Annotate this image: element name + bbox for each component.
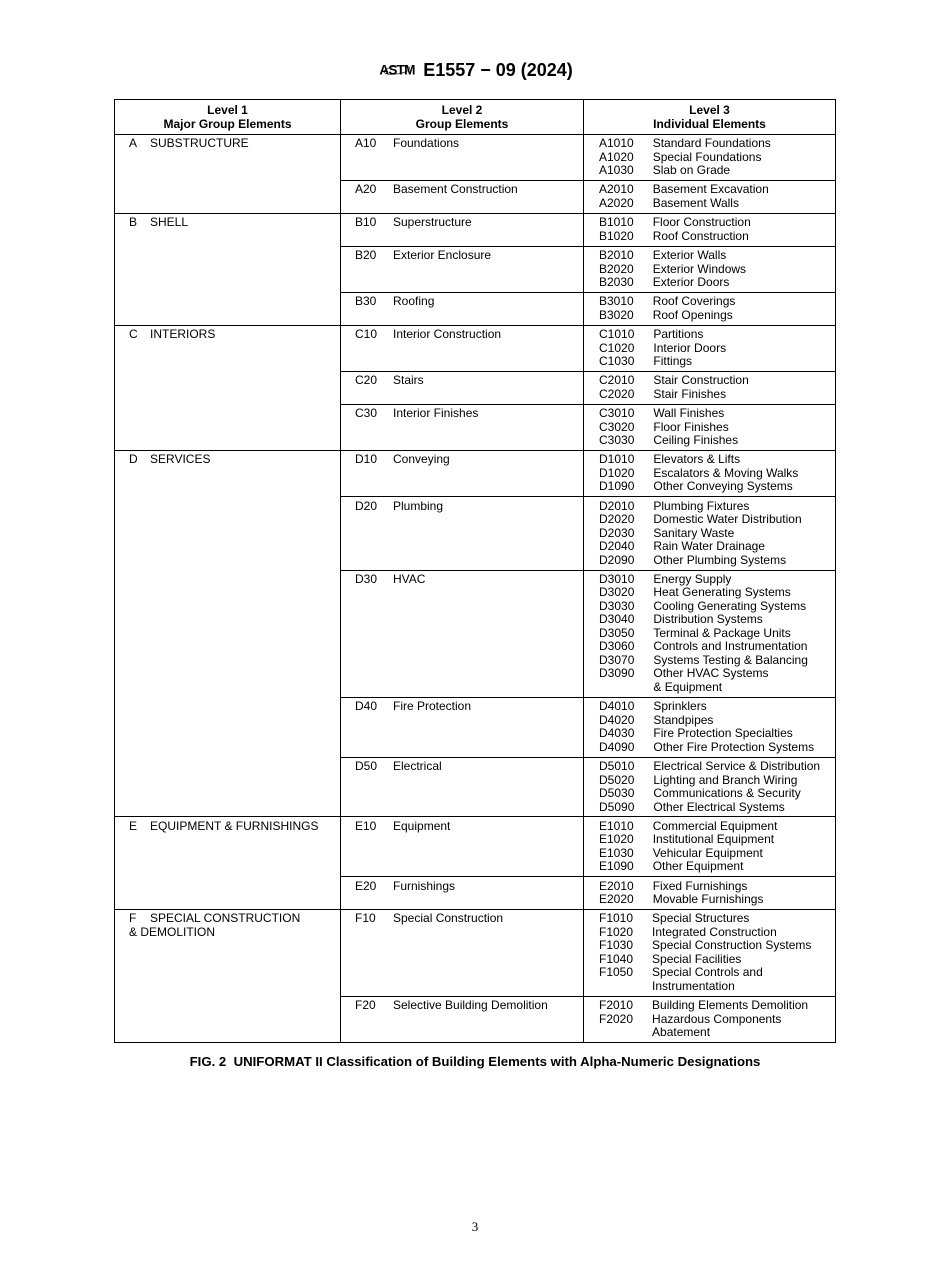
svg-text:ASTM: ASTM bbox=[380, 62, 416, 77]
